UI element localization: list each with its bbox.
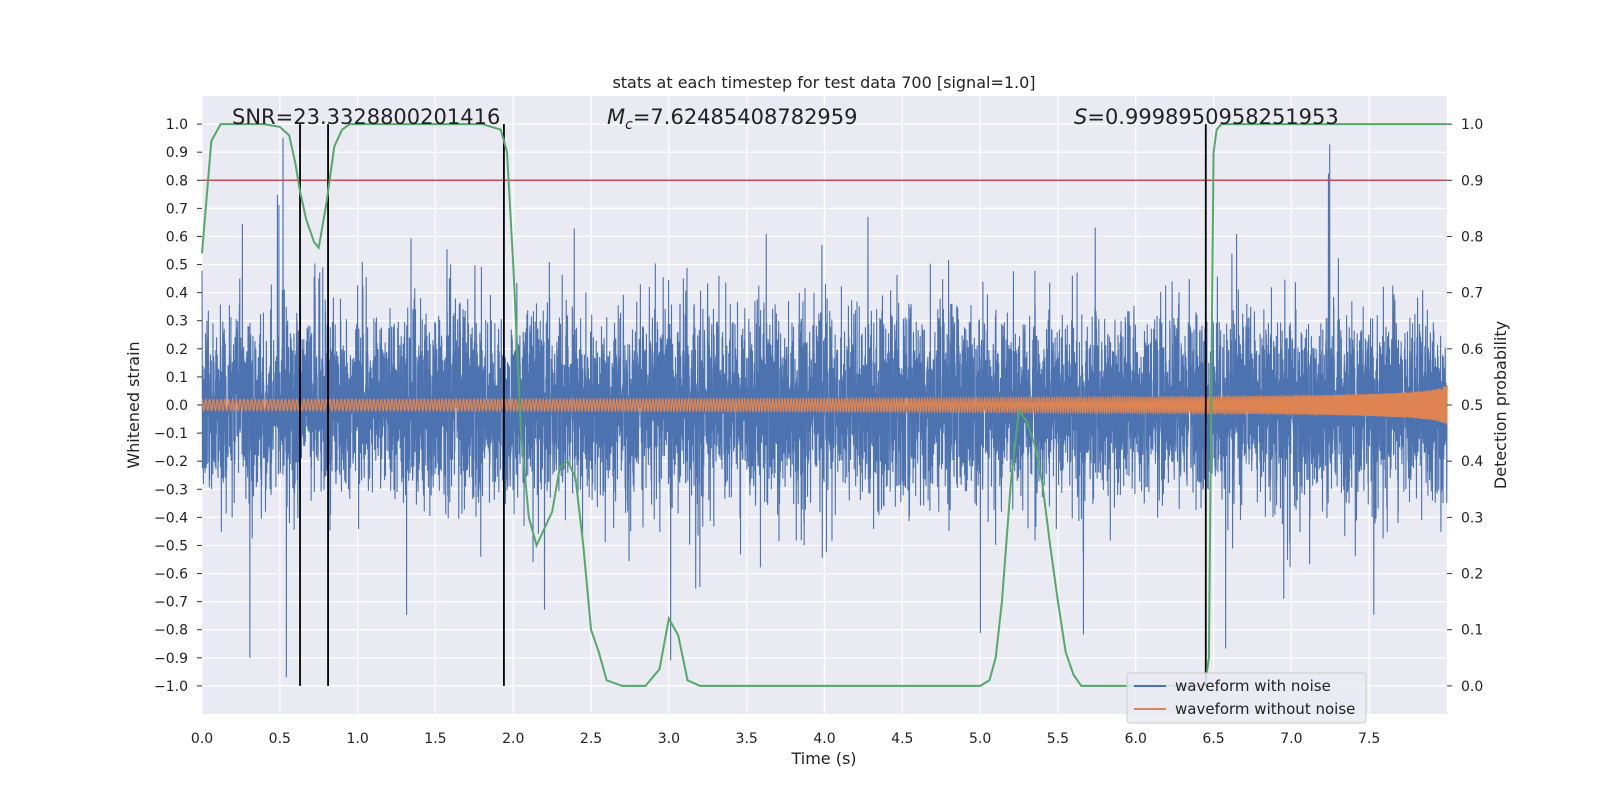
x-tick-label: 7.5 xyxy=(1358,731,1380,747)
y-tick-label-right: 0.6 xyxy=(1461,342,1483,358)
legend-box xyxy=(1126,672,1367,724)
y-axis-label-left: Whitened strain xyxy=(124,341,143,468)
chirp-mass-annotation: Mc=7.62485408782959 xyxy=(607,105,858,133)
y-tick-label-right: 0.3 xyxy=(1461,510,1483,526)
s-annotation: S=0.9998950958251953 xyxy=(1074,105,1339,129)
y-tick-label-left: −0.7 xyxy=(154,595,188,611)
vertical-markers xyxy=(299,124,1207,686)
y-tick-label-left: −0.4 xyxy=(154,510,188,526)
y-tick-label-left: 0.0 xyxy=(166,398,188,414)
chirp-mass-value: =7.62485408782959 xyxy=(633,105,858,129)
snr-annotation: SNR=23.3328800201416 xyxy=(232,105,500,129)
x-tick-label: 5.0 xyxy=(969,731,991,747)
x-tick-label: 3.0 xyxy=(658,731,680,747)
legend-label-noise: waveform with noise xyxy=(1175,677,1331,695)
y-tick-label-left: −0.8 xyxy=(154,623,188,639)
y-tick-label-right: 0.5 xyxy=(1461,398,1483,414)
y-axis-label-right: Detection probability xyxy=(1491,321,1510,489)
x-tick-label: 1.0 xyxy=(346,731,368,747)
s-value: =0.9998950958251953 xyxy=(1087,105,1338,129)
y-tick-label-left: 0.2 xyxy=(166,342,188,358)
y-tick-label-right: 0.8 xyxy=(1461,229,1483,245)
series-waveform-with-noise xyxy=(201,138,1448,678)
y-tick-label-left: −0.9 xyxy=(154,651,188,667)
y-tick-label-right: 0.9 xyxy=(1461,173,1483,189)
chirp-mass-subscript: c xyxy=(625,117,633,133)
x-tick-label: 1.5 xyxy=(424,731,446,747)
y-tick-label-left: −0.2 xyxy=(154,454,188,470)
waveform-with-noise-line xyxy=(201,138,1448,678)
x-axis-label: Time (s) xyxy=(790,749,856,768)
y-tick-label-right: 1.0 xyxy=(1461,117,1483,133)
tick-labels: 0.0 0.5 1.0 1.5 2.0 2.5 3.0 3.5 4.0 4.5 5.0 5.5 6.0 6… xyxy=(154,117,1483,747)
y-tick-label-left: 0.4 xyxy=(166,286,188,302)
y-tick-label-left: 0.9 xyxy=(166,145,188,161)
y-tick-label-left: −0.6 xyxy=(154,567,188,583)
x-tick-label: 4.5 xyxy=(891,731,913,747)
x-tick-label: 7.0 xyxy=(1280,731,1302,747)
x-tick-label: 2.0 xyxy=(502,731,524,747)
y-tick-label-right: 0.7 xyxy=(1461,286,1483,302)
legend: waveform with noise waveform without noi… xyxy=(1126,672,1367,724)
y-tick-label-left: −0.5 xyxy=(154,538,188,554)
x-tick-label: 2.5 xyxy=(580,731,602,747)
y-tick-label-right: 0.4 xyxy=(1461,454,1483,470)
s-symbol: S xyxy=(1074,105,1087,129)
legend-label-clean: waveform without noise xyxy=(1175,700,1355,718)
y-tick-label-right: 0.1 xyxy=(1461,623,1483,639)
y-tick-label-left: 0.8 xyxy=(166,173,188,189)
x-tick-label: 6.0 xyxy=(1125,731,1147,747)
y-tick-label-left: 1.0 xyxy=(166,117,188,133)
x-tick-label: 6.5 xyxy=(1202,731,1224,747)
y-tick-label-left: −0.1 xyxy=(154,426,188,442)
series-waveform-without-noise xyxy=(201,384,1448,425)
y-tick-label-left: −0.3 xyxy=(154,482,188,498)
x-tick-label: 0.5 xyxy=(269,731,291,747)
x-tick-label: 5.5 xyxy=(1047,731,1069,747)
y-tick-label-left: 0.5 xyxy=(166,258,188,274)
x-tick-label: 4.0 xyxy=(813,731,835,747)
y-tick-label-left: 0.6 xyxy=(166,229,188,245)
y-tick-label-right: 0.2 xyxy=(1461,567,1483,583)
y-tick-label-left: 0.7 xyxy=(166,201,188,217)
x-tick-label: 0.0 xyxy=(191,731,213,747)
chirp-mass-symbol: M xyxy=(607,105,625,129)
y-tick-label-right: 0.0 xyxy=(1461,679,1483,695)
y-tick-label-left: 0.1 xyxy=(166,370,188,386)
y-tick-label-left: 0.3 xyxy=(166,314,188,330)
x-tick-label: 3.5 xyxy=(736,731,758,747)
y-tick-label-left: −1.0 xyxy=(154,679,188,695)
chart-title: stats at each timestep for test data 700… xyxy=(612,73,1035,92)
waveform-without-noise-line xyxy=(201,384,1448,425)
